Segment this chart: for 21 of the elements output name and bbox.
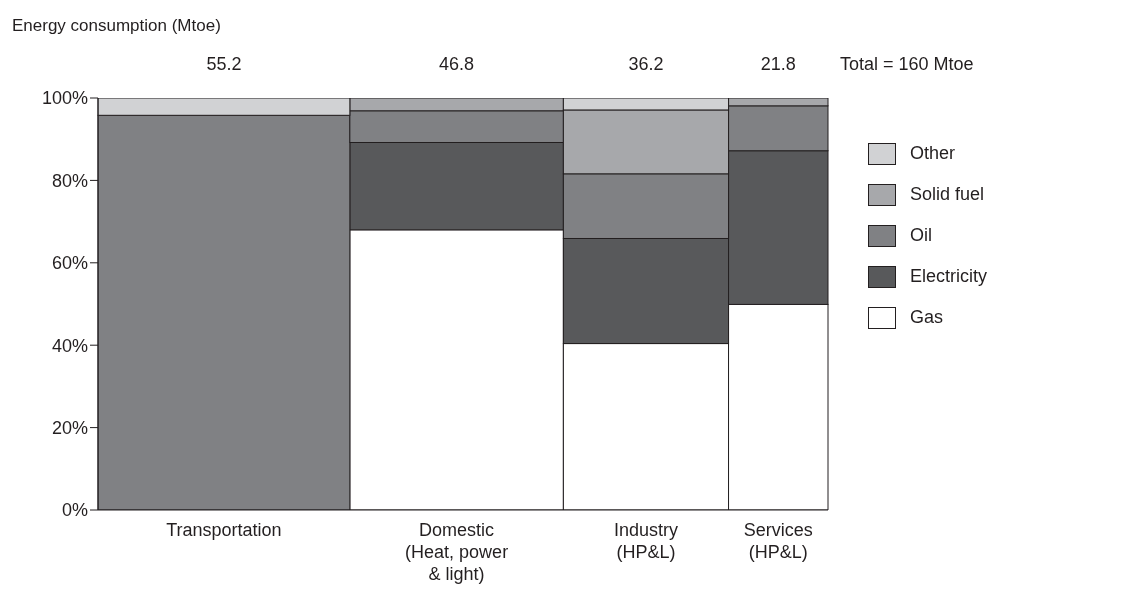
- x-tick-label: Domestic (Heat, power & light): [404, 519, 510, 585]
- legend-label: Oil: [910, 225, 932, 246]
- x-tick-label: Industry (HP&L): [612, 519, 679, 563]
- x-tick-label: Services (HP&L): [742, 519, 814, 563]
- y-tick-label: 40%: [51, 335, 88, 356]
- legend-label: Other: [910, 143, 956, 164]
- x-tick-label: Transportation: [165, 519, 283, 541]
- y-tick-label: 60%: [51, 253, 88, 274]
- y-axis-title: Energy consumption (Mtoe): [12, 16, 221, 36]
- y-tick-label: 20%: [51, 417, 88, 438]
- legend-label: Gas: [910, 307, 944, 328]
- y-tick-label: 100%: [41, 88, 88, 109]
- annotation: 36.2: [627, 54, 665, 75]
- legend-label: Electricity: [910, 266, 988, 287]
- legend-label: Solid fuel: [910, 184, 985, 205]
- annotation: 46.8: [438, 54, 476, 75]
- text: Total = 160 Mtoe: [840, 54, 974, 75]
- annotation: 55.2: [205, 54, 243, 75]
- y-tick-label: 80%: [51, 170, 88, 191]
- y-tick-label: 0%: [61, 500, 88, 521]
- annotation: 21.8: [759, 54, 797, 75]
